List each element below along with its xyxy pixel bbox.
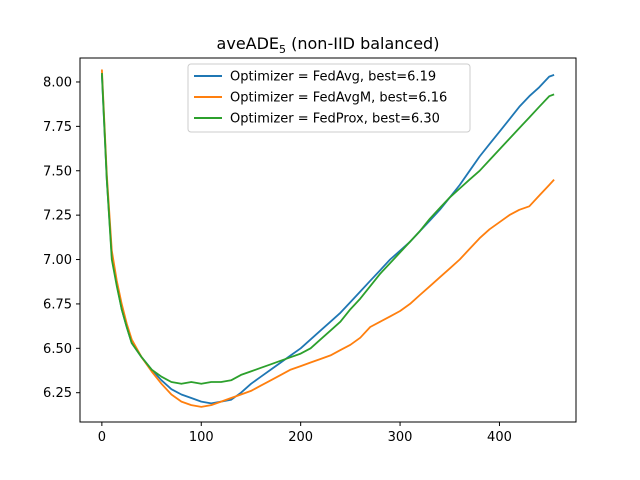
x-tick-label: 200 — [288, 430, 313, 445]
chart-title-main: aveADE — [217, 34, 280, 53]
y-tick-label: 8.00 — [43, 75, 72, 90]
y-tick-label: 7.50 — [43, 164, 72, 179]
x-tick-label: 400 — [487, 430, 512, 445]
x-axis-ticks: 0 100 200 300 400 — [98, 422, 512, 445]
series-line-fedavgm — [101, 69, 555, 408]
y-tick-label: 6.25 — [43, 386, 72, 401]
series-line-fedprox — [101, 73, 555, 385]
y-tick-label: 7.00 — [43, 253, 72, 268]
legend-label-fedavgm: Optimizer = FedAvgM, best=6.16 — [230, 91, 447, 106]
plot-lines — [101, 69, 555, 408]
x-tick-label: 0 — [98, 430, 106, 445]
legend-label-fedprox: Optimizer = FedProx, best=6.30 — [230, 112, 440, 127]
y-tick-label: 6.75 — [43, 297, 72, 312]
chart-title: aveADE5 (non-IID balanced) — [217, 34, 440, 56]
x-tick-label: 100 — [189, 430, 214, 445]
y-axis-ticks: 6.25 6.50 6.75 7.00 7.25 7.50 7.75 8.00 — [43, 75, 80, 401]
legend: Optimizer = FedAvg, best=6.19 Optimizer … — [187, 63, 471, 133]
legend-box — [187, 63, 471, 133]
x-tick-label: 300 — [388, 430, 413, 445]
chart-title-subscript: 5 — [279, 43, 286, 56]
legend-label-fedavg: Optimizer = FedAvg, best=6.19 — [230, 70, 436, 85]
y-tick-label: 7.75 — [43, 120, 72, 135]
plot-frame — [79, 57, 577, 423]
chart-title-rest: (non-IID balanced) — [286, 34, 439, 53]
y-tick-label: 6.50 — [43, 342, 72, 357]
y-tick-label: 7.25 — [43, 209, 72, 224]
